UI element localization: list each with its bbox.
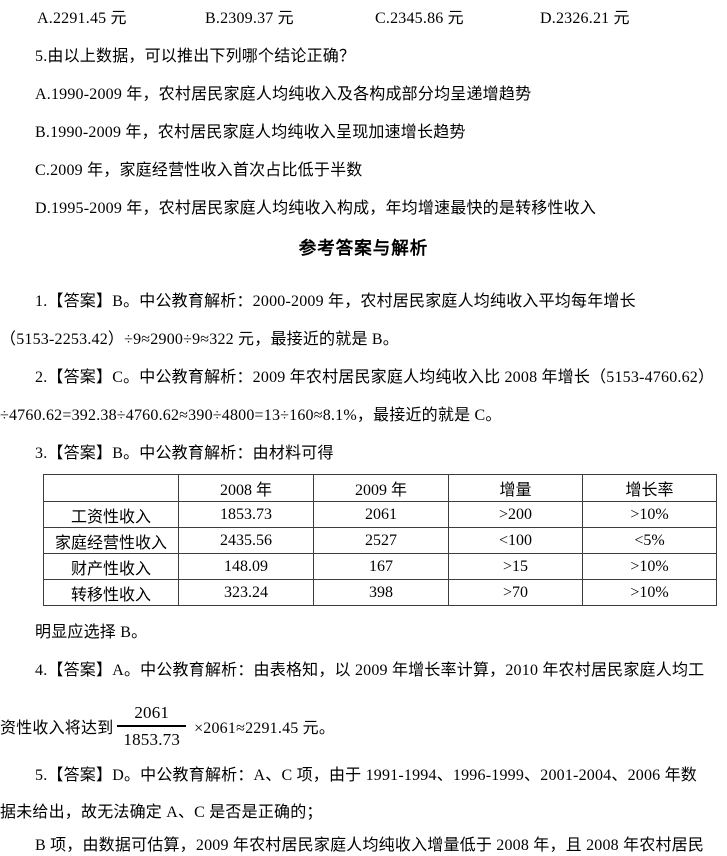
table-cell: 398 [313,579,449,606]
answer3-line1: 3.【答案】B。中公教育解析：由材料可得 [35,445,334,462]
fraction-denominator: 1853.73 [117,725,187,750]
table-cell: 工资性收入 [43,501,179,528]
table-cell: <5% [582,527,717,554]
income-comparison-table: 2008 年 2009 年 增量 增长率 工资性收入 1853.73 2061 … [43,474,717,606]
q4-option-b: B.2309.37 元 [205,10,294,27]
answer5-line2: 据未给出，故无法确定 A、C 是否是正确的； [0,804,323,821]
table-cell: 167 [313,553,449,580]
table-row: 财产性收入 148.09 167 >15 >10% [43,553,717,580]
table-cell: >10% [582,579,717,606]
q5-option-a: A.1990-2009 年，农村居民家庭人均纯收入及各构成部分均呈递增趋势 [35,86,532,103]
table-cell: >10% [582,501,717,528]
table-cell: 转移性收入 [43,579,179,606]
table-cell: 财产性收入 [43,553,179,580]
q5-stem: 5.由以上数据，可以推出下列哪个结论正确？ [35,48,356,65]
section-title: 参考答案与解析 [298,238,429,258]
table-cell: 1853.73 [178,501,314,528]
q4-option-d: D.2326.21 元 [540,10,630,27]
fraction-numerator: 2061 [134,702,170,722]
fraction: 2061 1853.73 [117,702,187,751]
table-cell: 家庭经营性收入 [43,527,179,554]
table-header-2009: 2009 年 [313,474,449,502]
answer3-note: 明显应选择 B。 [35,624,148,641]
answer4-line1: 4.【答案】A。中公教育解析：由表格知，以 2009 年增长率计算，2010 年… [35,662,705,679]
q4-option-a: A.2291.45 元 [37,10,127,27]
q4-option-c: C.2345.86 元 [375,10,464,27]
table-cell: 148.09 [178,553,314,580]
table-cell: 2435.56 [178,527,314,554]
table-header-growth-rate: 增长率 [582,474,717,502]
table-cell: 323.24 [178,579,314,606]
answer4-line2: 资性收入将达到 2061 1853.73 ×2061≈2291.45 元。 [0,698,727,754]
table-header-2008: 2008 年 [178,474,314,502]
answer5-line3: B 项，由数据可估算，2009 年农村居民家庭人均纯收入增量低于 2008 年，… [35,837,705,854]
q5-option-b: B.1990-2009 年，农村居民家庭人均纯收入呈现加速增长趋势 [35,124,466,141]
q5-option-d: D.1995-2009 年，农村居民家庭人均纯收入构成，年均增速最快的是转移性收… [35,200,597,217]
answer1-line1: 1.【答案】B。中公教育解析：2000-2009 年，农村居民家庭人均纯收入平均… [35,293,636,310]
table-header-increment: 增量 [448,474,583,502]
answer2-line2: ÷4760.62=392.38÷4760.62≈390÷4800=13÷160≈… [0,407,502,424]
table-cell: >10% [582,553,717,580]
answer4-line2-suffix: ×2061≈2291.45 元。 [194,720,336,737]
answer2-line1: 2.【答案】C。中公教育解析：2009 年农村居民家庭人均纯收入比 2008 年… [35,369,715,386]
table-cell: <100 [448,527,583,554]
answer1-line2: （5153-2253.42）÷9≈2900÷9≈322 元，最接近的就是 B。 [0,331,399,348]
answer4-line2-prefix: 资性收入将达到 [0,720,114,737]
answer5-line1: 5.【答案】D。中公教育解析：A、C 项，由于 1991-1994、1996-1… [35,767,697,784]
table-cell: 2527 [313,527,449,554]
q5-option-c: C.2009 年，家庭经营性收入首次占比低于半数 [35,162,363,179]
table-cell: >70 [448,579,583,606]
table-row: 家庭经营性收入 2435.56 2527 <100 <5% [43,527,717,554]
table-header-row: 2008 年 2009 年 增量 增长率 [43,474,717,502]
table-row: 转移性收入 323.24 398 >70 >10% [43,579,717,606]
table-cell: 2061 [313,501,449,528]
table-header-blank [43,474,179,502]
table-cell: >15 [448,553,583,580]
table-row: 工资性收入 1853.73 2061 >200 >10% [43,501,717,528]
table-cell: >200 [448,501,583,528]
q4-options-row: A.2291.45 元 B.2309.37 元 C.2345.86 元 D.23… [0,8,727,29]
